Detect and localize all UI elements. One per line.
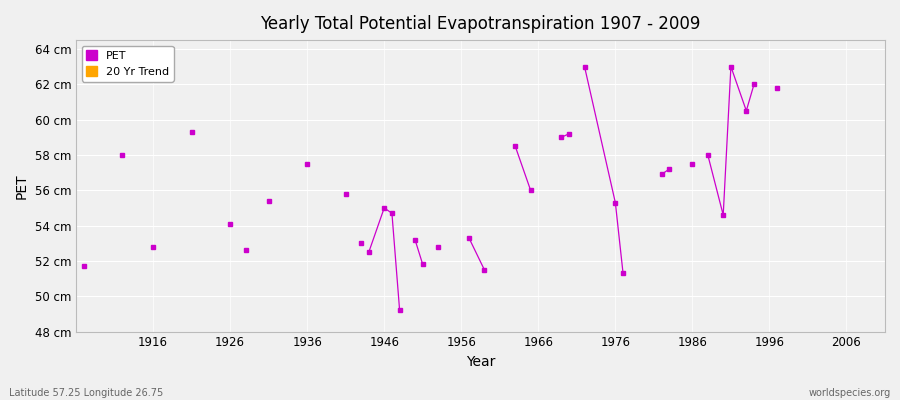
Y-axis label: PET: PET xyxy=(15,173,29,199)
Title: Yearly Total Potential Evapotranspiration 1907 - 2009: Yearly Total Potential Evapotranspiratio… xyxy=(260,15,701,33)
X-axis label: Year: Year xyxy=(466,355,495,369)
Text: Latitude 57.25 Longitude 26.75: Latitude 57.25 Longitude 26.75 xyxy=(9,388,163,398)
Text: worldspecies.org: worldspecies.org xyxy=(809,388,891,398)
Legend: PET, 20 Yr Trend: PET, 20 Yr Trend xyxy=(82,46,174,82)
